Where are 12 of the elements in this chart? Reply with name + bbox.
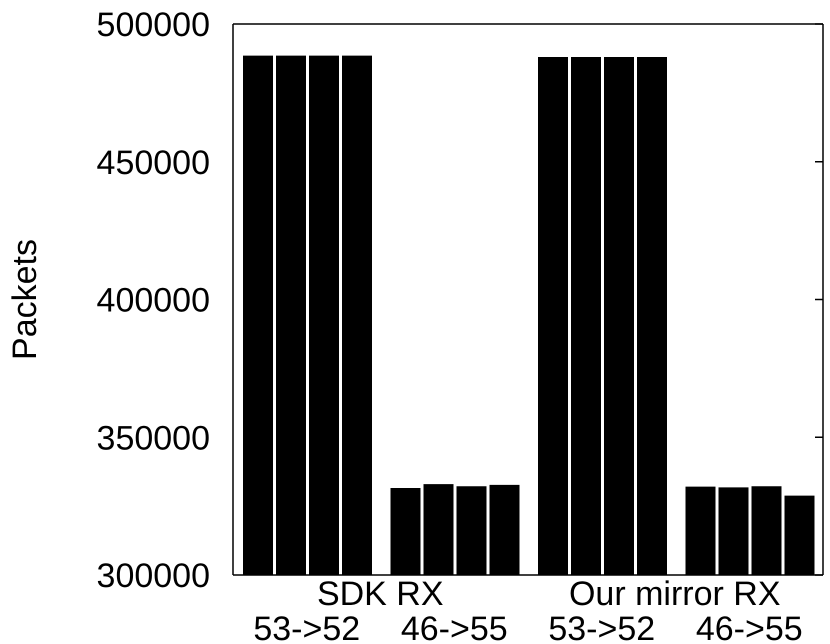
y-tick-label: 450000 bbox=[96, 144, 210, 182]
annotation: Our mirror RX bbox=[568, 575, 781, 613]
y-tick-label: 500000 bbox=[96, 6, 210, 44]
x-tick-label: 53->52 bbox=[548, 610, 656, 644]
annotation: SDK RX bbox=[316, 575, 444, 613]
x-tick-label: 46->55 bbox=[400, 610, 508, 644]
y-tick-label: 400000 bbox=[96, 282, 210, 320]
y-tick-label: 300000 bbox=[96, 557, 210, 596]
y-axis-title: Packets bbox=[6, 239, 44, 360]
x-tick-label: 46->55 bbox=[696, 610, 803, 644]
y-tick-label: 350000 bbox=[96, 419, 210, 458]
x-tick-label: 53->52 bbox=[253, 610, 360, 644]
